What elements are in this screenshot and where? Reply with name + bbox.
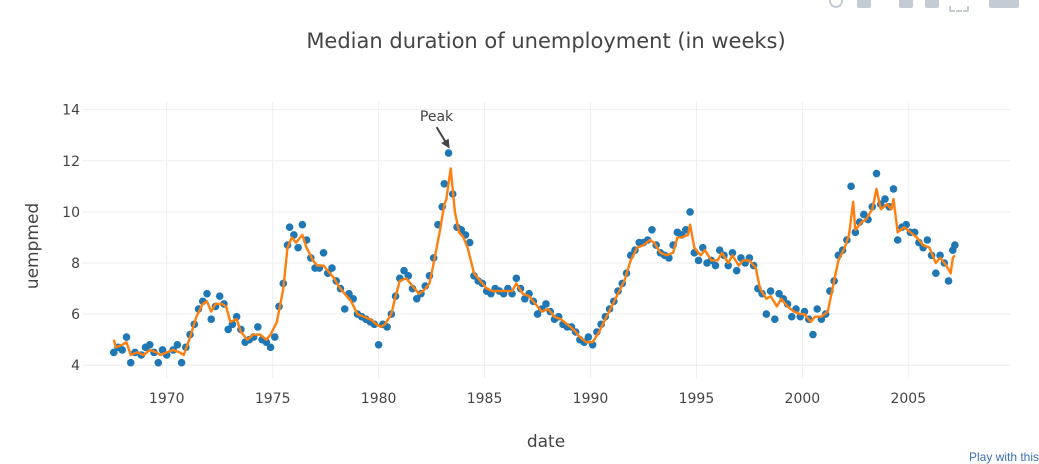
data-point [728, 248, 737, 257]
data-point [145, 340, 154, 349]
y-tick-label: 10 [62, 205, 80, 221]
data-point [872, 169, 881, 178]
data-point [521, 294, 529, 303]
data-point [203, 289, 211, 298]
x-tick-label: 1970 [149, 391, 185, 407]
y-tick-label: 12 [62, 154, 80, 170]
data-point [813, 305, 821, 313]
zoom-icon[interactable] [829, 0, 843, 8]
data-point [224, 325, 232, 334]
data-point [648, 225, 656, 234]
data-point [923, 236, 932, 244]
smoothed-line [112, 167, 956, 357]
data-point [122, 333, 131, 341]
data-point [266, 343, 275, 352]
data-point [809, 330, 817, 339]
data-point [694, 256, 703, 265]
data-point [533, 310, 542, 318]
data-point [271, 333, 279, 341]
data-point [285, 223, 294, 232]
data-point [944, 277, 953, 285]
x-tick-label: 2005 [890, 391, 926, 407]
data-point [444, 149, 453, 157]
data-point [374, 340, 383, 349]
y-axis-title: uempmed [23, 203, 43, 289]
data-point [207, 315, 216, 324]
line-series [112, 167, 956, 357]
data-point [109, 348, 118, 357]
data-point [766, 287, 775, 295]
data-point [932, 269, 940, 278]
data-point [328, 264, 336, 272]
data-point [294, 243, 302, 252]
autoscale-icon[interactable] [949, 0, 969, 12]
data-point [173, 340, 182, 349]
data-point [881, 195, 889, 203]
x-tick-label: 1985 [467, 391, 503, 407]
y-tick-label: 6 [71, 307, 80, 323]
zoom-in-icon[interactable] [899, 0, 913, 8]
data-point [724, 261, 733, 270]
x-tick-label: 1975 [255, 391, 291, 407]
x-tick-label: 1995 [679, 391, 715, 407]
data-point [787, 312, 796, 321]
data-point [936, 251, 944, 260]
peak-annotation-arrowhead [441, 138, 450, 149]
y-gridlines [82, 109, 1010, 366]
data-point [340, 305, 349, 313]
x-tick-label: 1990 [573, 391, 609, 407]
data-point [158, 346, 167, 354]
data-point [319, 248, 328, 257]
data-point [154, 358, 163, 367]
marker-series [109, 149, 959, 367]
data-point [412, 294, 421, 303]
zoom-out-icon[interactable] [925, 0, 939, 8]
chart-title: Median duration of unemployment (in week… [306, 29, 785, 53]
y-tick-label: 4 [71, 358, 80, 374]
data-point [298, 220, 307, 229]
data-point [232, 312, 241, 321]
data-point [584, 333, 593, 341]
x-tick-labels: 1970 1975 1980 1985 1990 1995 2000 2005 [149, 391, 926, 407]
data-point [126, 358, 135, 367]
play-with-this-link[interactable]: Play with this [968, 450, 1039, 464]
data-point [465, 238, 474, 247]
data-point [732, 266, 741, 275]
data-point [847, 182, 855, 191]
data-point [889, 185, 898, 193]
data-point [686, 208, 694, 216]
x-tick-label: 1980 [361, 391, 397, 407]
data-point [254, 323, 262, 331]
data-point [771, 315, 779, 324]
data-point [440, 179, 449, 188]
pan-icon[interactable] [857, 0, 871, 8]
data-point [215, 292, 224, 301]
peak-annotation: Peak [420, 109, 454, 149]
reset-axes-icon[interactable] [989, 0, 1019, 8]
data-point [775, 289, 783, 298]
y-tick-labels: 4 6 8 10 12 14 [62, 103, 80, 375]
data-point [118, 346, 127, 354]
x-tick-label: 2000 [785, 391, 821, 407]
y-tick-label: 14 [62, 103, 80, 119]
data-point [711, 261, 720, 270]
data-point [851, 228, 860, 237]
data-point [542, 300, 550, 308]
data-point [860, 210, 868, 219]
peak-annotation-label: Peak [420, 109, 454, 125]
data-point [400, 266, 408, 275]
x-axis-title: date [527, 432, 565, 452]
data-point [262, 338, 271, 347]
data-point [762, 310, 771, 318]
data-point [951, 241, 959, 249]
data-point [512, 274, 521, 283]
data-point [177, 358, 186, 367]
data-point [893, 236, 902, 244]
y-tick-label: 8 [71, 256, 80, 272]
